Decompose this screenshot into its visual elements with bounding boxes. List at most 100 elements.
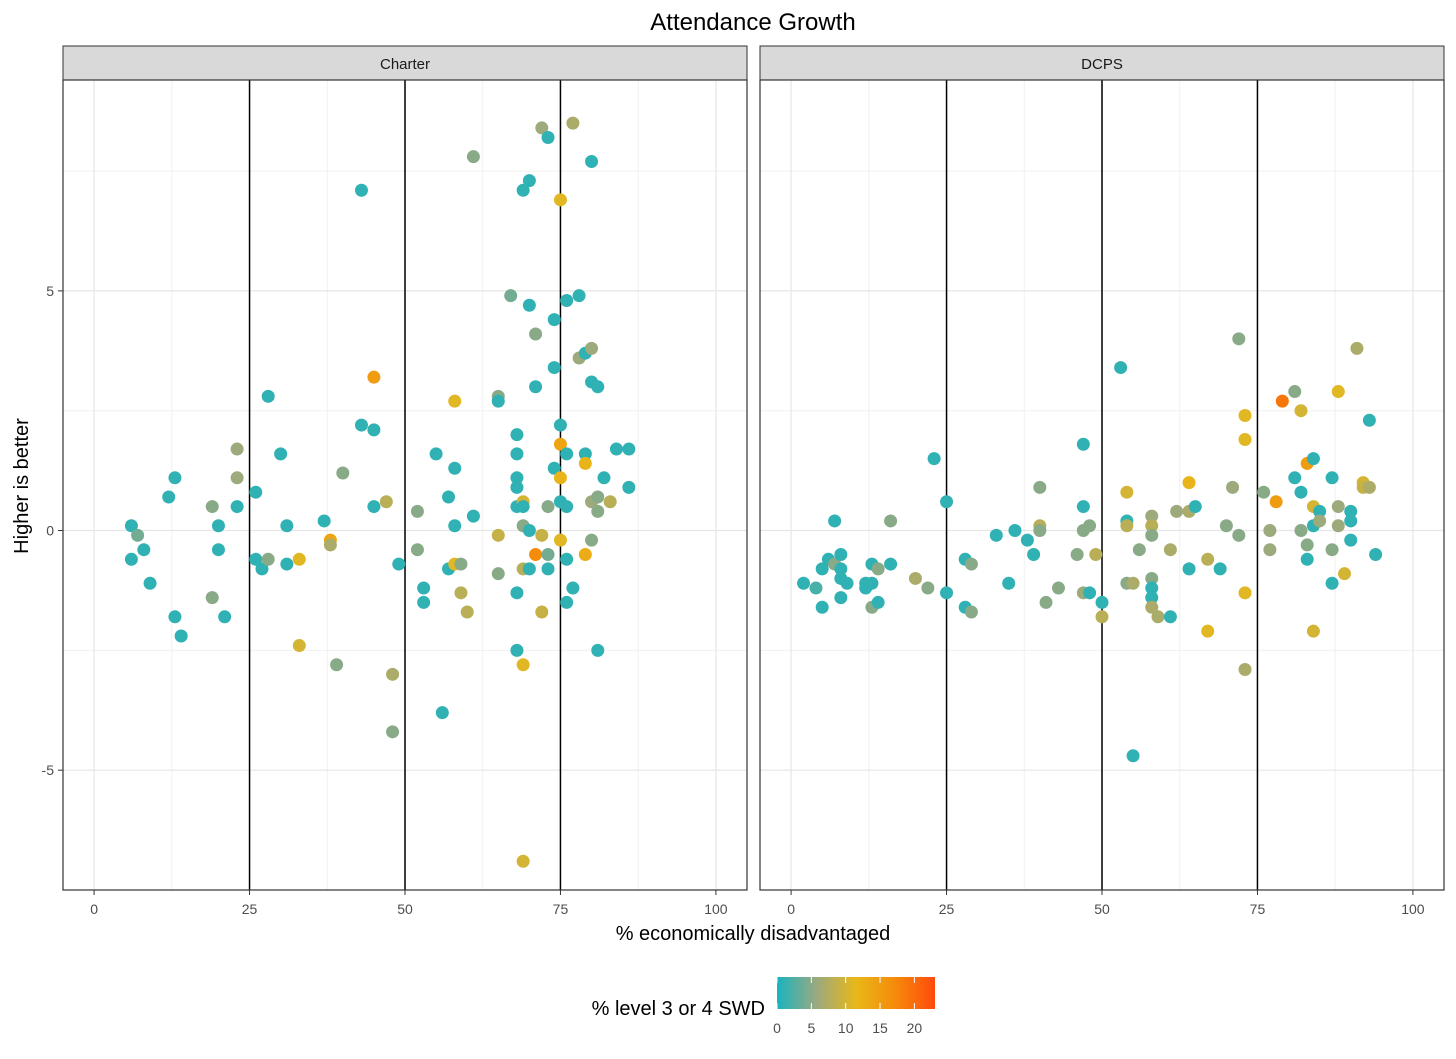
data-point [491,567,505,581]
data-point [230,471,244,485]
data-point [541,547,555,561]
data-point [809,581,823,595]
data-point [466,509,480,523]
data-point [566,116,580,130]
data-point [379,495,393,509]
data-point [491,394,505,408]
data-point [1325,576,1339,590]
data-point [205,500,219,514]
data-point [516,500,530,514]
data-point [162,490,176,504]
data-point [1219,519,1233,533]
data-point [1288,471,1302,485]
data-point [1020,533,1034,547]
data-point [354,418,368,432]
data-point [1145,591,1159,605]
x-tick-label: 100 [1401,901,1425,917]
data-point [510,471,524,485]
data-point [603,495,617,509]
data-point [280,519,294,533]
data-point [834,562,848,576]
data-point [516,658,530,672]
data-point [1201,552,1215,566]
data-point [1238,663,1252,677]
data-point [591,380,605,394]
data-point [435,706,449,720]
data-point [386,725,400,739]
data-point [137,543,151,557]
legend-tick-label: 5 [807,1020,815,1036]
data-point [834,547,848,561]
data-point [529,327,543,341]
x-tick-label: 25 [242,901,258,917]
data-point [1033,524,1047,538]
data-point [1344,514,1358,528]
data-point [1120,485,1134,499]
data-point [908,571,922,585]
y-tick-label: 0 [46,523,54,539]
data-point [547,313,561,327]
data-point [168,610,182,624]
data-point [386,667,400,681]
data-point [280,557,294,571]
legend-colorbar [777,977,935,1009]
data-point [1263,524,1277,538]
data-point [392,557,406,571]
data-point [1325,543,1339,557]
data-point [547,461,561,475]
data-point [1182,476,1196,490]
data-point [1300,552,1314,566]
data-point [1238,409,1252,423]
data-point [143,576,157,590]
y-axis-title: Higher is better [11,418,33,554]
data-point [560,500,574,514]
data-point [815,562,829,576]
data-point [516,854,530,868]
data-point [1331,519,1345,533]
data-point [591,490,605,504]
data-point [354,183,368,197]
data-point [1294,524,1308,538]
data-point [417,581,431,595]
data-point [529,547,543,561]
data-point [504,289,518,303]
x-tick-label: 50 [1094,901,1110,917]
data-point [1163,543,1177,557]
data-point [522,524,536,538]
data-point [442,490,456,504]
data-point [1238,432,1252,446]
data-point [865,576,879,590]
data-point [367,423,381,437]
data-point [1238,586,1252,600]
data-point [261,389,275,403]
data-point [1033,480,1047,494]
data-point [323,538,337,552]
data-point [1313,504,1327,518]
x-tick-label: 0 [787,901,795,917]
data-point [964,605,978,619]
data-point [330,658,344,672]
data-point [1095,610,1109,624]
data-point [1076,500,1090,514]
data-point [510,447,524,461]
panel-dcps: DCPS 0 25 50 75 100 [759,45,1445,917]
data-point [591,504,605,518]
data-point [1076,437,1090,451]
data-point [1294,485,1308,499]
data-point [211,543,225,557]
data-point [1226,480,1240,494]
data-point [460,605,474,619]
data-point [261,552,275,566]
data-point [491,528,505,542]
data-point [1232,528,1246,542]
data-point [1338,567,1352,581]
data-point [218,610,232,624]
legend-tick-label: 0 [773,1020,781,1036]
data-point [1126,749,1140,763]
data-point [560,293,574,307]
data-point [1275,394,1289,408]
data-point [1182,562,1196,576]
data-point [1188,500,1202,514]
data-point [1051,581,1065,595]
facet-strip-label: DCPS [1081,56,1123,73]
